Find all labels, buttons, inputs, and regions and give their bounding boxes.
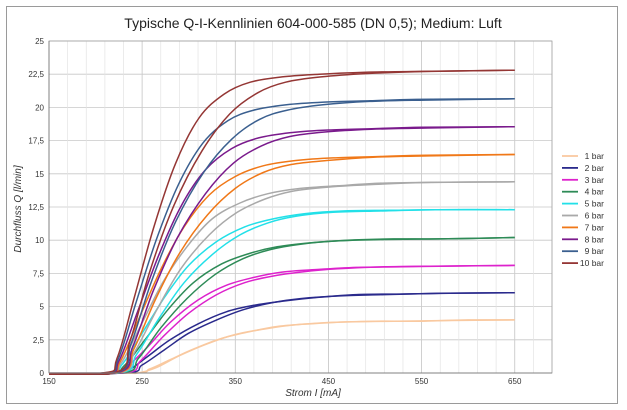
y-tick-label: 7,5 xyxy=(33,269,45,278)
axes: 0 2,5 5 7,5 10 12,5 15 17,5 20 22,5 25 150 250 350 450… xyxy=(28,37,553,386)
y-tick-label: 15 xyxy=(35,170,44,179)
series-line-1-rising xyxy=(49,319,515,375)
y-tick-label: 22,5 xyxy=(28,70,44,79)
y-tick-label: 20 xyxy=(35,103,44,112)
x-tick-label: 650 xyxy=(508,377,522,386)
legend-label: 10 bar xyxy=(580,258,604,268)
y-tick-label: 2,5 xyxy=(33,336,45,345)
series-line-3-falling xyxy=(49,264,515,375)
legend-label: 8 bar xyxy=(585,234,605,244)
y-tick-label: 25 xyxy=(35,37,44,46)
chart-title: Typische Q-I-Kennlinien 604-000-585 (DN … xyxy=(124,15,502,31)
y-tick-label: 0 xyxy=(40,369,45,378)
series-line-10-falling xyxy=(49,69,515,375)
series-line-7-rising xyxy=(49,153,515,375)
series-line-5-falling xyxy=(49,208,515,375)
series-line-5-rising xyxy=(49,208,515,375)
series-line-9-falling xyxy=(49,98,515,375)
legend-label: 6 bar xyxy=(585,211,605,221)
legend-label: 9 bar xyxy=(585,246,605,256)
x-tick-label: 350 xyxy=(229,377,243,386)
series-line-6-rising xyxy=(49,181,515,375)
y-tick-label: 10 xyxy=(35,236,44,245)
series-line-7-falling xyxy=(49,153,515,375)
y-tick-label: 5 xyxy=(40,303,45,312)
legend-label: 3 bar xyxy=(585,175,605,185)
x-tick-label: 550 xyxy=(415,377,429,386)
y-axis-title: Durchfluss Q [l/min] xyxy=(13,165,24,252)
series-line-6-falling xyxy=(49,181,515,375)
series-line-9-rising xyxy=(49,98,515,375)
x-tick-label: 250 xyxy=(135,377,149,386)
x-tick-label: 150 xyxy=(42,377,56,386)
series-line-10-rising xyxy=(49,69,515,375)
series-line-2-falling xyxy=(49,291,515,375)
series-line-8-falling xyxy=(49,125,515,375)
legend-label: 2 bar xyxy=(585,163,605,173)
chart-frame: Typische Q-I-Kennlinien 604-000-585 (DN … xyxy=(6,6,618,404)
series-line-4-falling xyxy=(49,236,515,375)
series-line-1-falling xyxy=(49,319,515,375)
y-tick-label: 12,5 xyxy=(28,203,44,212)
x-tick-label: 450 xyxy=(322,377,336,386)
legend-label: 7 bar xyxy=(585,222,605,232)
y-tick-label: 17,5 xyxy=(28,137,44,146)
legend-label: 4 bar xyxy=(585,187,605,197)
legend-label: 5 bar xyxy=(585,199,605,209)
series-line-3-rising xyxy=(49,264,515,375)
legend-label: 1 bar xyxy=(585,151,605,161)
line-chart: Typische Q-I-Kennlinien 604-000-585 (DN … xyxy=(13,15,604,399)
series-lines xyxy=(49,69,515,375)
grid xyxy=(49,40,553,374)
x-axis-title: Strom I [mA] xyxy=(285,388,341,399)
